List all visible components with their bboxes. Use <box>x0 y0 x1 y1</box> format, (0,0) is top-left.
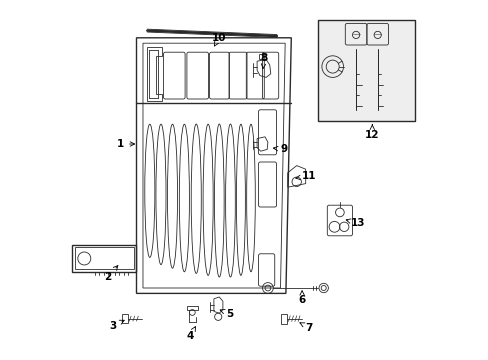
Text: 5: 5 <box>220 309 233 319</box>
Bar <box>186 306 197 310</box>
Text: 6: 6 <box>298 291 305 305</box>
Bar <box>318 20 415 121</box>
Text: 11: 11 <box>295 171 316 181</box>
Bar <box>280 314 286 324</box>
Text: 4: 4 <box>186 327 195 341</box>
Text: 2: 2 <box>104 266 118 282</box>
Text: 10: 10 <box>212 33 226 46</box>
Text: 3: 3 <box>109 320 124 331</box>
Text: 12: 12 <box>365 125 379 140</box>
Bar <box>122 314 127 323</box>
Text: 8: 8 <box>260 53 267 68</box>
Text: 13: 13 <box>346 218 365 228</box>
Text: 1: 1 <box>117 139 134 149</box>
Text: 9: 9 <box>273 144 287 154</box>
Text: 7: 7 <box>299 323 312 333</box>
